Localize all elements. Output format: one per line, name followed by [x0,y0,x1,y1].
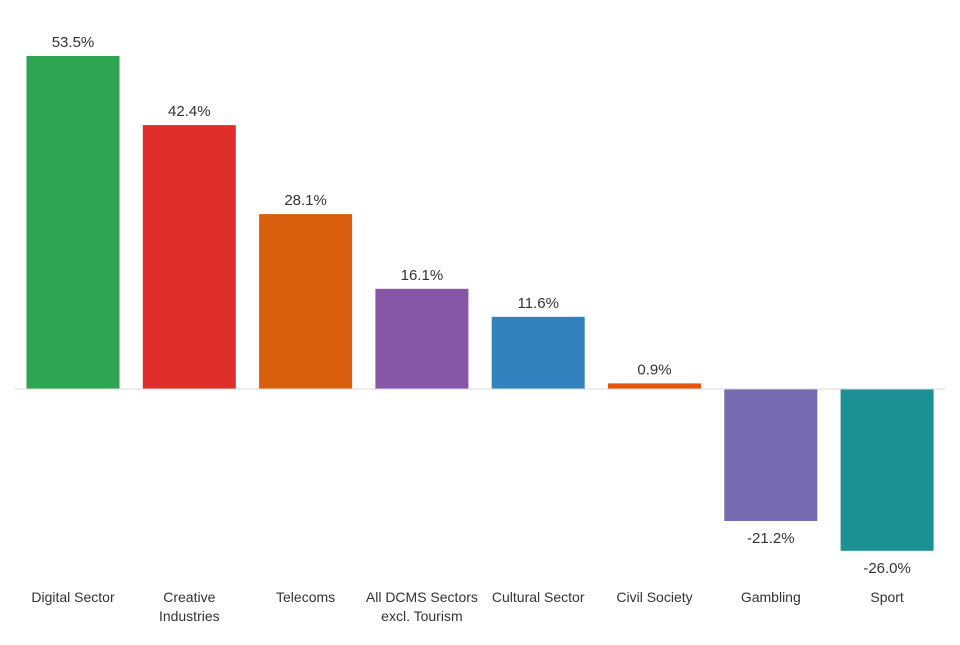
category-label-sport: Sport [870,589,904,605]
value-labels-layer: 53.5% 42.4% 28.1% 16.1% 11.6% 0.9% -21.2% -26.0… [52,34,911,577]
bar-telecoms [259,214,353,389]
category-label-line: Digital Sector [31,589,115,605]
category-label-gambling: Gambling [741,589,801,605]
bar-cultural-sector [491,316,585,389]
category-label-line: All DCMS Sectors [366,589,478,605]
category-label-civil-society: Civil Society [616,589,692,605]
category-label-line: Creative [163,589,215,605]
category-label-line: Telecoms [276,589,335,605]
category-label-line: Cultural Sector [492,589,585,605]
category-labels-layer: Digital Sector Creative Industries Telecoms… [31,589,904,624]
bar-digital-sector [26,56,120,389]
bar-gambling [724,389,818,521]
category-label-line: Sport [870,589,904,605]
category-label-line: Gambling [741,589,801,605]
bar-creative-industries [142,125,236,389]
value-label-gambling: -21.2% [747,530,795,547]
bar-civil-society [608,383,701,389]
category-label-all-dcms-sectors-excl-tourism: All DCMS Sectors excl. Tourism [366,589,478,624]
bar-all-dcms-sectors-excl-tourism [375,288,469,389]
value-label-telecoms: 28.1% [284,192,327,209]
value-label-all-dcms-sectors-excl-tourism: 16.1% [401,267,444,284]
value-label-digital-sector: 53.5% [52,34,95,51]
category-label-cultural-sector: Cultural Sector [492,589,585,605]
value-label-cultural-sector: 11.6% [517,295,558,312]
category-label-line: excl. Tourism [381,608,462,624]
category-label-creative-industries: Creative Industries [159,589,220,624]
category-label-digital-sector: Digital Sector [31,589,115,605]
category-label-line: Civil Society [616,589,692,605]
value-label-sport: -26.0% [863,560,911,577]
bars-layer [26,56,934,551]
category-label-line: Industries [159,608,220,624]
value-label-creative-industries: 42.4% [168,103,211,120]
bar-sport [840,389,934,551]
value-label-civil-society: 0.9% [637,361,671,378]
category-label-telecoms: Telecoms [276,589,335,605]
